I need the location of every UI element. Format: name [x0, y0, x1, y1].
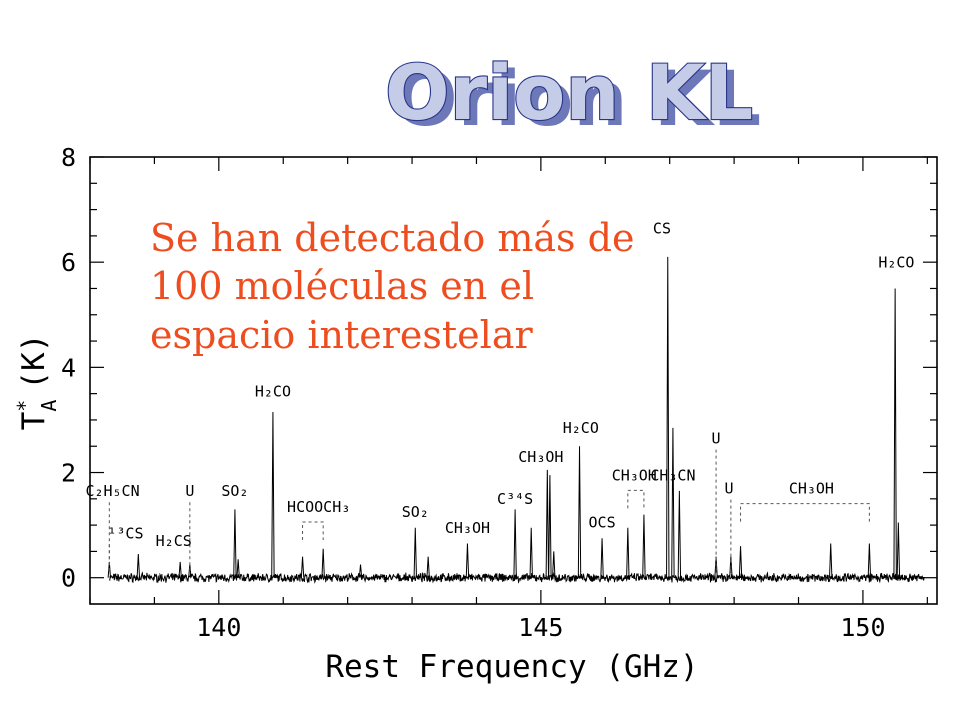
- spectral-line: [233, 509, 237, 578]
- spectral-line: [529, 527, 533, 578]
- spectral-line: [465, 543, 470, 578]
- line-label: CH₃OH: [518, 448, 563, 466]
- spectral-line: [136, 554, 141, 578]
- x-tick-label-140: 140: [196, 613, 241, 642]
- line-label: H₂CO: [878, 253, 914, 271]
- spectral-line: [545, 469, 550, 578]
- chart-title: Orion KL: [385, 48, 753, 137]
- x-tick-label-150: 150: [840, 613, 885, 642]
- spectral-line: [671, 427, 675, 578]
- spectral-line: [548, 475, 552, 578]
- line-label: C₂H₅CN: [85, 482, 139, 500]
- y-tick-label-6: 6: [61, 248, 76, 277]
- y-axis-title-sup: *: [13, 400, 37, 412]
- spectral-line: [666, 256, 670, 578]
- line-label: U: [712, 430, 721, 448]
- spectral-line: [600, 538, 604, 578]
- y-tick-labels: 0 2 4 6 8: [61, 143, 76, 593]
- spectral-line: [513, 509, 517, 578]
- chart-title-shadow: Orion KL: [393, 54, 761, 143]
- y-tick-label-0: 0: [61, 564, 76, 593]
- line-label: U: [185, 482, 194, 500]
- line-label: OCS: [589, 514, 616, 532]
- spectral-line: [829, 543, 833, 578]
- spectral-line: [896, 522, 901, 578]
- spectral-line: [426, 556, 430, 578]
- y-axis-title-main: T: [16, 412, 52, 431]
- axis-ticks: [89, 156, 937, 604]
- spectral-line: [738, 546, 743, 578]
- spectral-line: [413, 527, 417, 578]
- spectral-line: [271, 412, 275, 578]
- spectral-line: [714, 556, 718, 578]
- line-label: CH₃OH: [612, 466, 657, 484]
- spectral-line: [867, 543, 872, 578]
- svg-text:T*A(K): T*A (K): [13, 334, 61, 431]
- spectrum-trace: [107, 256, 925, 584]
- y-axis-title-sub: A: [37, 400, 61, 412]
- line-label: CS: [653, 219, 671, 237]
- spectral-line: [358, 564, 363, 578]
- line-label: CH₃OH: [445, 519, 490, 537]
- spectral-line: [642, 514, 646, 578]
- spectral-line: [236, 559, 240, 578]
- spectral-line: [300, 556, 305, 578]
- x-tick-label-145: 145: [518, 613, 563, 642]
- y-tick-label-4: 4: [61, 353, 76, 382]
- spectral-line: [577, 446, 582, 578]
- label-bracket: [627, 489, 645, 509]
- line-label: U: [724, 480, 733, 498]
- callout-line-2: 100 moléculas en el: [150, 264, 534, 308]
- x-tick-labels: 140 145 150: [196, 613, 885, 642]
- line-label: H₂CS: [156, 532, 192, 550]
- line-label: SO₂: [221, 482, 248, 500]
- line-label: HCOOCH₃: [287, 498, 350, 516]
- line-label: H₂CO: [255, 382, 291, 400]
- spectral-line: [729, 556, 733, 578]
- y-axis-title: T*A (K): [13, 334, 61, 431]
- line-label: CH₃CN: [650, 466, 695, 484]
- spectral-line: [626, 527, 630, 578]
- label-bracket: [740, 503, 870, 522]
- baseline-noise: [109, 571, 925, 584]
- spectral-line: [677, 490, 682, 578]
- y-tick-label-8: 8: [61, 143, 76, 172]
- line-label: CH₃OH: [789, 480, 834, 498]
- spectral-line: [893, 288, 897, 578]
- spectral-line: [321, 548, 325, 578]
- label-bracket: [302, 521, 324, 540]
- spectral-line: [107, 561, 112, 578]
- spectral-line: [178, 561, 182, 578]
- x-axis-title: Rest Frequency (GHz): [325, 649, 698, 685]
- y-axis-title-unit: (K): [16, 334, 52, 390]
- line-label: H₂CO: [563, 419, 599, 437]
- callout-line-1: Se han detectado más de: [150, 216, 634, 260]
- line-label: ¹³CS: [107, 524, 143, 542]
- y-tick-label-2: 2: [61, 459, 76, 488]
- line-label: SO₂: [402, 503, 429, 521]
- callout-line-3: espacio interestelar: [150, 313, 533, 357]
- plot-frame: [89, 156, 938, 605]
- line-label: C³⁴S: [497, 490, 533, 508]
- spectral-line: [552, 551, 556, 578]
